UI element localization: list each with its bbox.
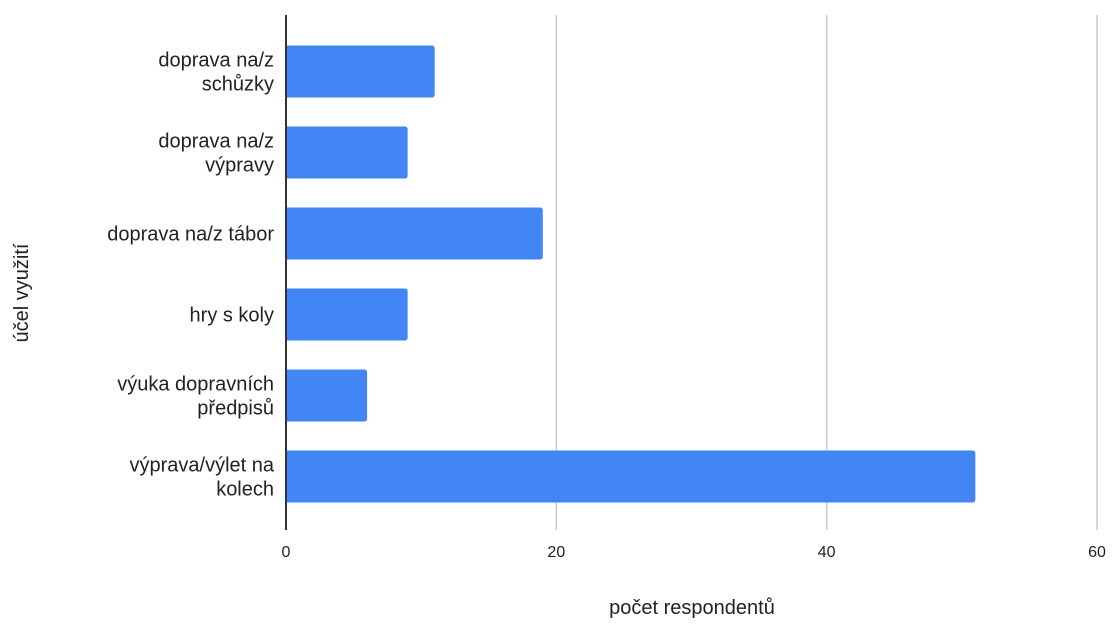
bar: [286, 45, 435, 98]
category-label: výpravy: [205, 155, 274, 177]
bar: [286, 450, 976, 503]
category-label: kolech: [216, 479, 274, 501]
category-label: doprava na/z: [158, 50, 274, 72]
y-axis-title: účel využití: [11, 243, 33, 342]
x-tick-label: 20: [547, 544, 565, 561]
category-label: doprava na/z: [158, 131, 274, 153]
bars: [286, 45, 976, 503]
x-tick-labels: 0 20 40 60: [282, 544, 1106, 561]
x-tick-label: 40: [818, 544, 836, 561]
bar: [286, 369, 368, 422]
category-label: hry s koly: [190, 305, 274, 327]
x-axis-title: počet respondentů: [609, 597, 775, 619]
category-label: doprava na/z tábor: [107, 224, 274, 246]
x-tick-label: 0: [282, 544, 291, 561]
bar: [286, 207, 543, 260]
category-label: předpisů: [197, 398, 274, 420]
bar: [286, 288, 408, 341]
category-label: výuka dopravních: [117, 374, 274, 396]
grid-lines: [555, 15, 1098, 530]
category-label: schůzky: [202, 74, 274, 96]
bar: [286, 126, 408, 179]
category-label: výprava/výlet na: [129, 455, 274, 477]
x-tick-label: 60: [1088, 544, 1106, 561]
